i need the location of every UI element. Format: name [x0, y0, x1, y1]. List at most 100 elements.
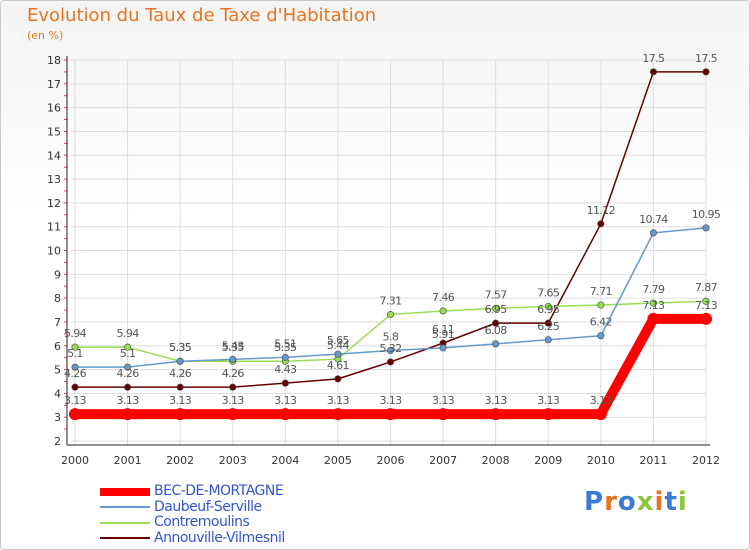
legend-label: Contremoulins [154, 514, 250, 530]
legend-swatch [100, 506, 150, 509]
data-label: 3.13 [537, 394, 560, 407]
data-label: 3.13 [590, 394, 613, 407]
legend-label: BEC-DE-MORTAGNE [154, 483, 284, 499]
data-label: 3.13 [169, 394, 192, 407]
data-label: 3.13 [117, 394, 140, 407]
data-point [331, 408, 344, 421]
y-tick-label: 15 [47, 125, 61, 138]
legend-label: Annouville-Vilmesnil [154, 529, 285, 546]
data-label: 5.35 [274, 341, 297, 354]
x-tick-label: 2005 [324, 454, 352, 467]
data-label: 10.74 [639, 213, 668, 226]
y-tick-label: 2 [54, 435, 61, 448]
data-point [69, 408, 81, 421]
data-label: 7.65 [537, 286, 560, 299]
y-tick-label: 13 [47, 173, 61, 186]
data-label: 11.12 [587, 204, 616, 217]
legend: BEC-DE-MORTAGNE Daubeuf-Serville Contremou… [100, 483, 430, 547]
data-label: 3.13 [64, 394, 87, 407]
axes: 2 3 4 5 6 7 8 9 10 11 12 13 14 15 16 17 18 2000 2001 2002 20… [47, 54, 720, 467]
data-label: 4.26 [169, 367, 192, 380]
data-point [176, 383, 184, 391]
legend-label: Daubeuf-Serville [154, 498, 262, 515]
x-tick-label: 2000 [61, 454, 89, 467]
data-label: 10.95 [692, 208, 721, 221]
y-tick-label: 12 [47, 197, 61, 210]
y-tick-label: 10 [47, 245, 61, 258]
legend-swatch [100, 537, 150, 540]
data-point [492, 340, 500, 348]
data-label: 5.32 [379, 342, 401, 355]
data-label: 6.42 [590, 316, 612, 329]
y-tick-label: 3 [54, 411, 61, 424]
legend-item: Daubeuf-Serville [100, 498, 430, 516]
data-point [174, 408, 187, 421]
data-point [386, 358, 394, 366]
data-label: 6.95 [485, 303, 508, 316]
data-label: 5.91 [432, 328, 454, 341]
chart-title: Evolution du Taux de Taxe d'Habitation [27, 5, 377, 26]
data-point [334, 375, 342, 383]
data-label: 5.65 [327, 334, 350, 347]
data-point [597, 301, 605, 309]
data-label: 5.8 [383, 331, 399, 344]
data-point [649, 68, 657, 76]
legend-swatch [100, 487, 150, 496]
data-label: 7.13 [695, 299, 718, 312]
data-label: 5.43 [222, 339, 245, 352]
data-label: 3.13 [327, 394, 350, 407]
legend-swatch [100, 521, 150, 524]
data-point [281, 379, 289, 387]
data-point [384, 408, 397, 421]
data-label: 3.13 [379, 394, 402, 407]
data-point [489, 408, 502, 421]
data-point [700, 312, 712, 325]
data-point [702, 297, 710, 305]
data-label: 4.26 [117, 367, 140, 380]
data-label: 17.5 [695, 52, 718, 65]
series-annouville-vilmesnil [71, 68, 710, 391]
x-tick-label: 2011 [639, 454, 667, 467]
chart-unit-label: (en %) [27, 29, 64, 42]
data-point [386, 347, 394, 355]
data-point [594, 408, 607, 421]
data-label-layer: 3.13 3.13 3.13 3.13 3.13 3.13 3.13 3.13 3.13 3.13… [64, 52, 721, 407]
data-label: 5.44 [327, 339, 350, 352]
y-tick-label: 17 [47, 78, 61, 91]
series-bec-de-mortagne [69, 312, 712, 421]
data-label: 4.26 [222, 367, 245, 380]
data-point [492, 319, 500, 327]
data-label: 6.25 [537, 320, 560, 333]
data-point [226, 408, 239, 421]
data-point [492, 304, 500, 312]
data-point [647, 312, 660, 325]
data-label: 7.57 [485, 288, 508, 301]
legend-item: Annouville-Vilmesnil [100, 529, 430, 547]
data-label: 3.13 [432, 394, 455, 407]
data-label: 7.71 [590, 285, 612, 298]
legend-item: BEC-DE-MORTAGNE [100, 483, 430, 500]
x-tick-label: 2003 [219, 454, 247, 467]
data-point [334, 350, 342, 358]
data-point [124, 343, 132, 351]
data-point [386, 311, 394, 319]
data-label: 3.13 [274, 394, 297, 407]
data-label: 5.94 [117, 327, 140, 340]
data-point [229, 383, 237, 391]
data-point [439, 344, 447, 352]
y-tick-label: 18 [47, 54, 61, 67]
x-tick-label: 2009 [534, 454, 562, 467]
y-tick-label: 9 [54, 268, 61, 281]
proxiti-logo: Proxiti [584, 487, 688, 517]
y-tick-label: 8 [54, 292, 61, 305]
data-label: 4.61 [327, 359, 349, 372]
data-point [71, 383, 79, 391]
x-tick-label: 2002 [166, 454, 194, 467]
data-label: 4.43 [274, 363, 297, 376]
data-label: 6.11 [432, 323, 454, 336]
y-tick-label: 6 [54, 340, 61, 353]
data-label: 7.46 [432, 291, 455, 304]
data-label: 5.35 [169, 341, 192, 354]
data-point [176, 357, 184, 365]
